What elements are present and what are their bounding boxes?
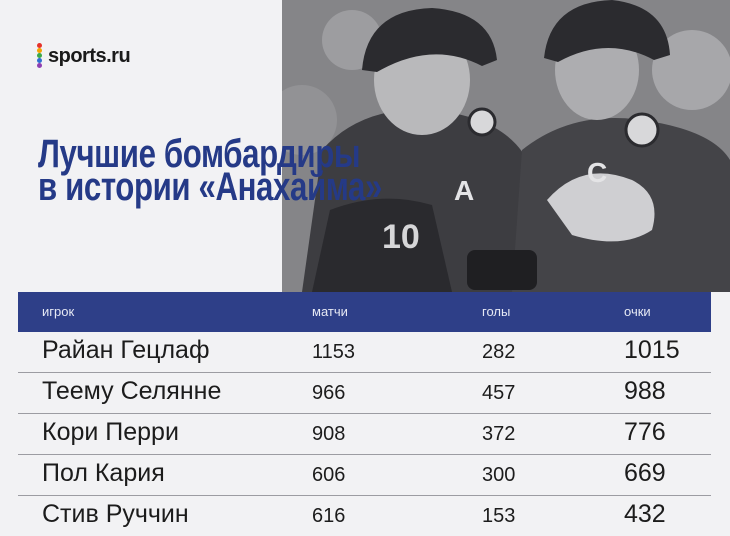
goals-cell: 300 — [482, 464, 516, 486]
page-title: Лучшие бомбардиры в истории «Анахайма» — [38, 134, 382, 207]
alternate-captain-letter: A — [454, 175, 474, 206]
header-player: игрок — [42, 304, 75, 319]
points-cell: 1015 — [624, 336, 680, 364]
games-cell: 606 — [312, 464, 346, 486]
logo-dot — [37, 43, 42, 48]
header-goals: голы — [482, 304, 511, 319]
crowd-blur — [652, 30, 730, 110]
jersey-number: 10 — [382, 218, 420, 256]
right-player-helmet — [544, 0, 670, 62]
games-cell: 616 — [312, 505, 346, 527]
sports-ru-logo[interactable]: sports.ru — [36, 42, 131, 70]
table-row: Теему Селянне 966 457 988 — [18, 373, 711, 414]
crowd-blur — [282, 85, 337, 155]
left-player-sleeve — [312, 198, 452, 292]
games-cell: 966 — [312, 382, 346, 404]
ducks-logo-icon — [547, 173, 655, 242]
top-scorers-table: игрок матчи голы очки Райан Гецлаф 1153 … — [18, 292, 711, 536]
goals-cell: 372 — [482, 423, 516, 445]
player-name: Райан Гецлаф — [42, 336, 210, 364]
hero-photo: A C 10 — [282, 0, 730, 292]
table-row: Пол Кария 606 300 669 — [18, 455, 711, 496]
points-cell: 776 — [624, 418, 666, 446]
goals-cell: 282 — [482, 341, 516, 363]
ducks-crest-icon — [624, 112, 660, 148]
header-games: матчи — [312, 304, 348, 319]
logo-dots-icon — [36, 43, 44, 69]
logo-dot — [37, 53, 42, 58]
games-cell: 1153 — [312, 341, 356, 363]
ducks-crest-icon — [467, 107, 497, 137]
table-row: Стив Руччин 616 153 432 — [18, 496, 711, 536]
logo-dot — [37, 63, 42, 68]
logo-dot — [37, 48, 42, 53]
title-line-1: Лучшие бомбардиры — [38, 132, 361, 176]
header-points: очки — [624, 304, 651, 319]
goals-cell: 153 — [482, 505, 516, 527]
points-cell: 669 — [624, 459, 666, 487]
games-cell: 908 — [312, 423, 346, 445]
left-player-helmet — [362, 8, 497, 72]
goals-cell: 457 — [482, 382, 516, 404]
points-cell: 988 — [624, 377, 666, 405]
hockey-players-illustration: A C 10 — [282, 0, 730, 292]
table-header: игрок матчи голы очки — [18, 292, 711, 332]
captain-letter: C — [587, 157, 607, 188]
hockey-glove — [467, 250, 537, 290]
logo-dot — [37, 58, 42, 63]
player-name: Теему Селянне — [42, 377, 222, 405]
points-cell: 432 — [624, 500, 666, 528]
table-row: Кори Перри 908 372 776 — [18, 414, 711, 455]
table-row: Райан Гецлаф 1153 282 1015 — [18, 332, 711, 373]
player-name: Пол Кария — [42, 459, 165, 487]
player-name: Стив Руччин — [42, 500, 189, 528]
logo-text: sports.ru — [48, 44, 131, 67]
player-name: Кори Перри — [42, 418, 179, 446]
title-line-2: в истории «Анахайма» — [38, 165, 382, 209]
